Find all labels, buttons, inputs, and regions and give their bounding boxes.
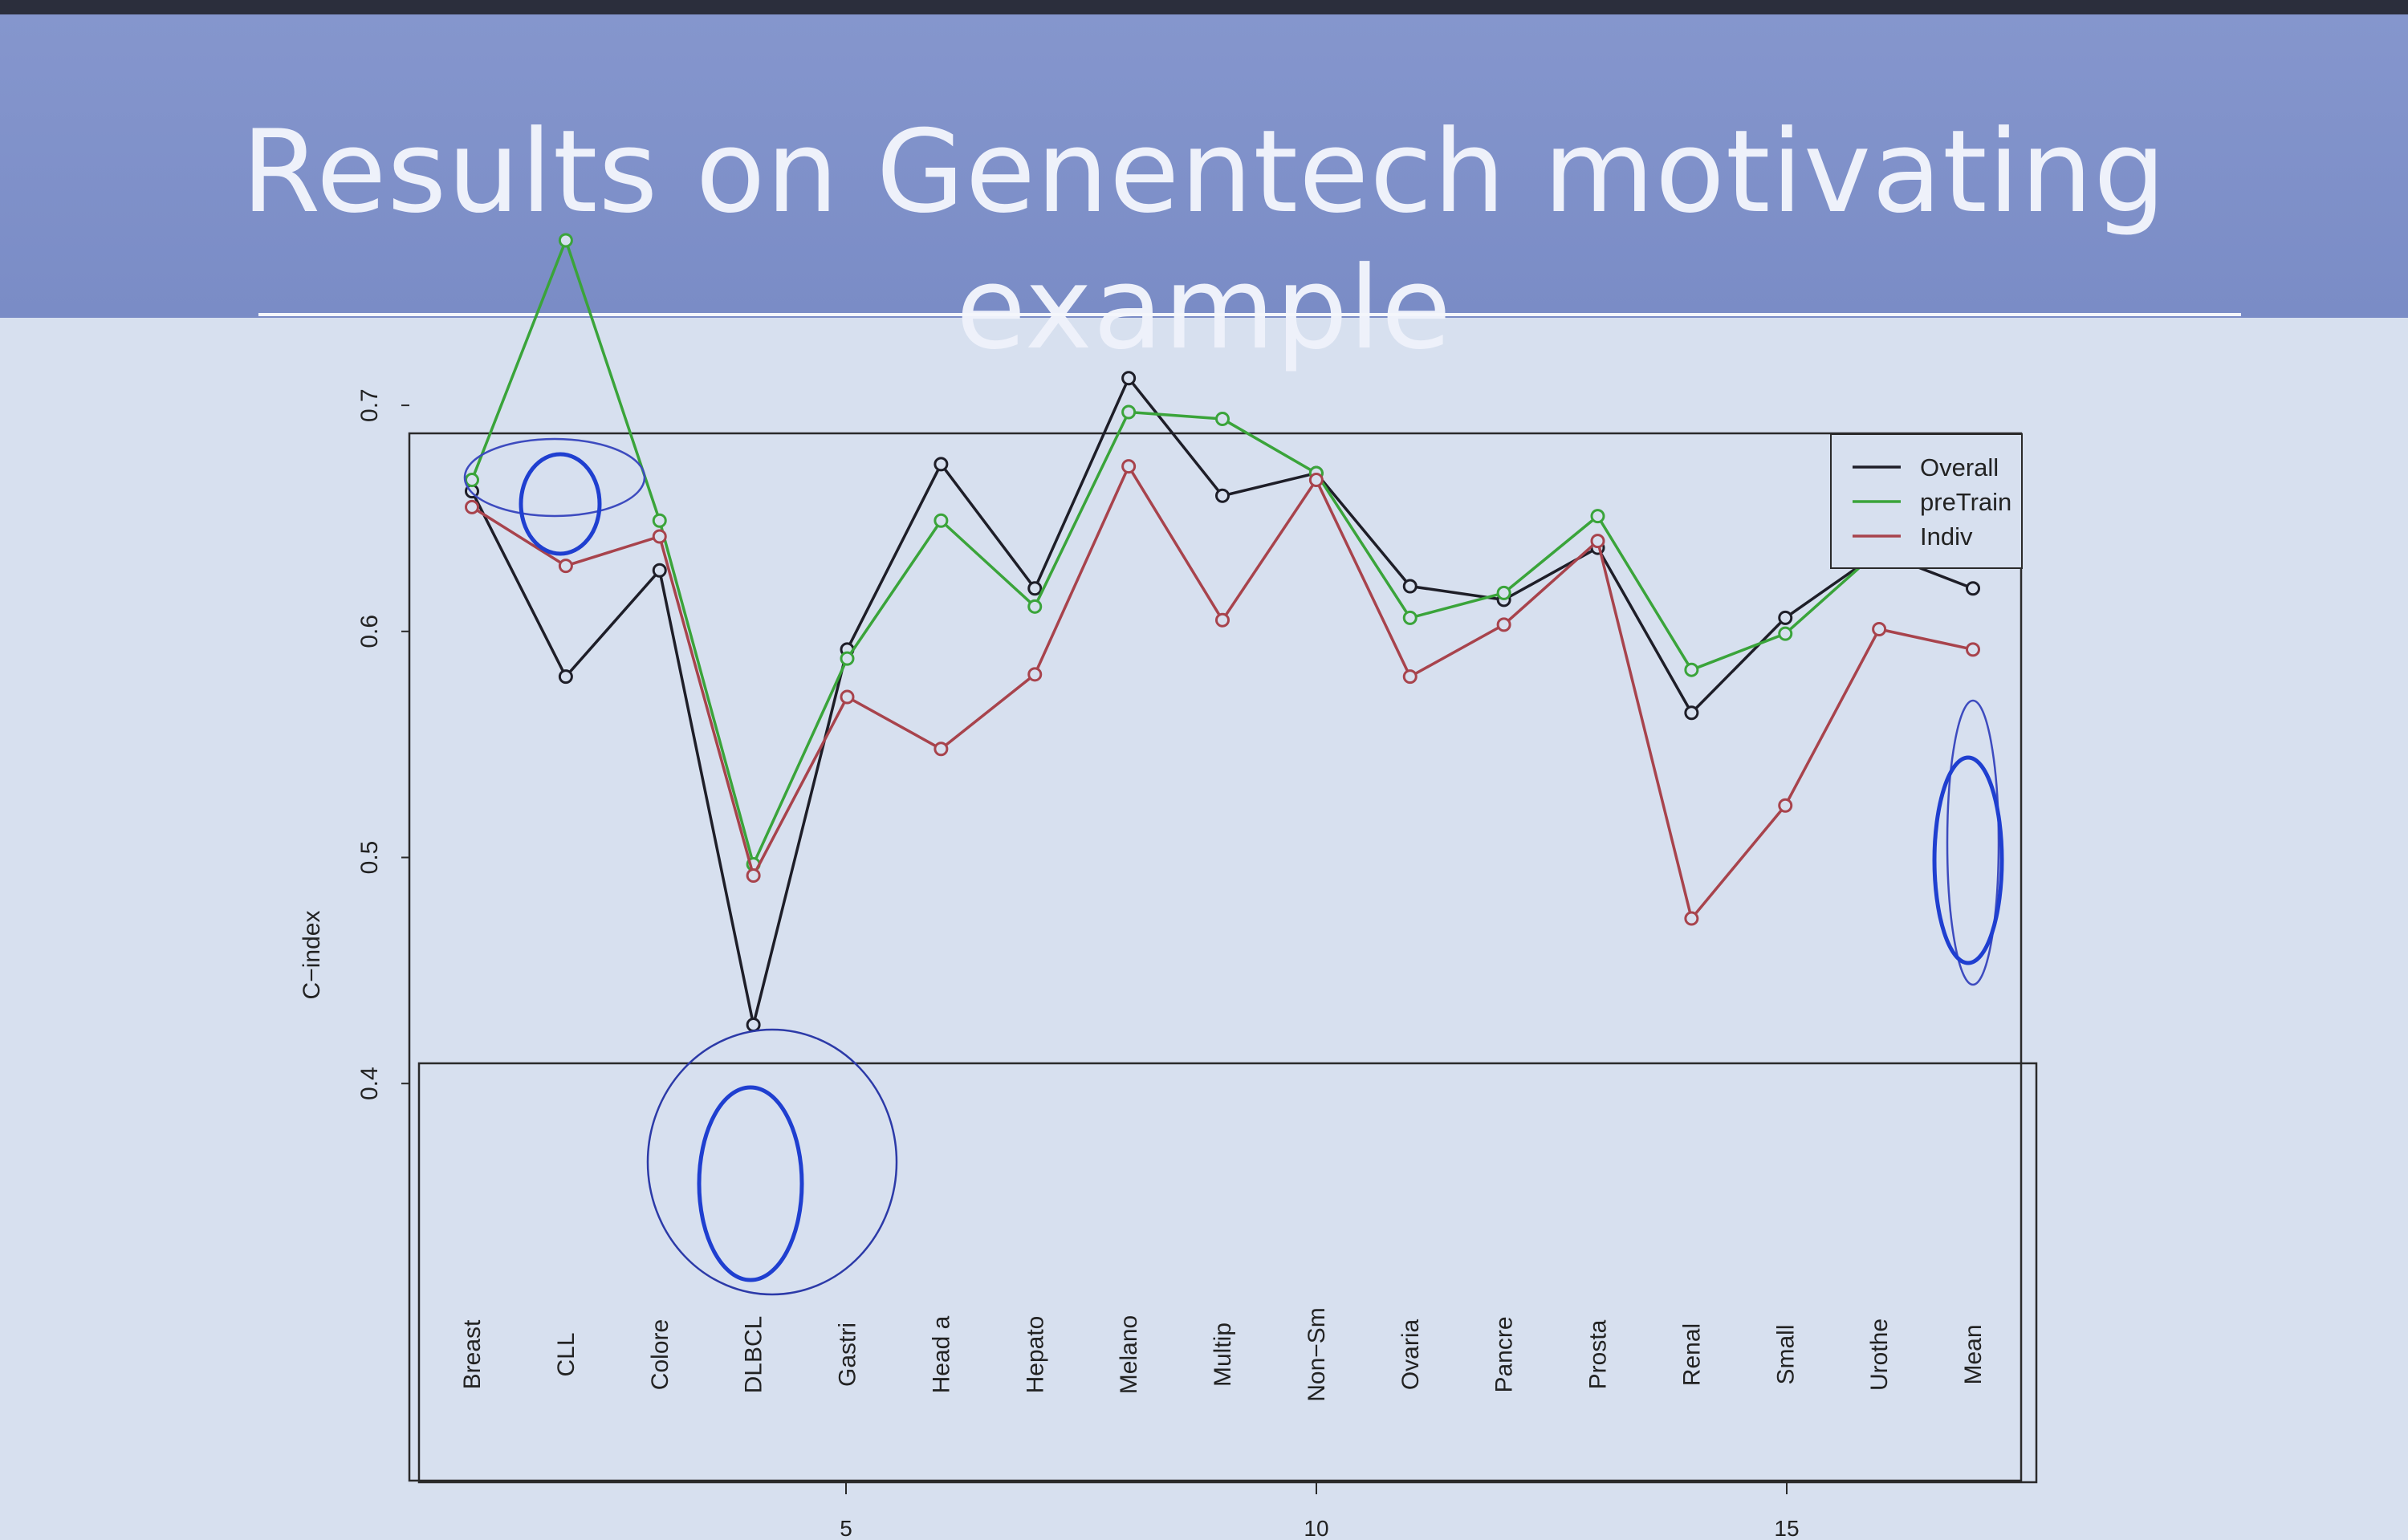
category-label: Pancre <box>1491 1316 1518 1392</box>
data-point <box>465 499 479 514</box>
x-axis-bottom: 5 10 15 <box>840 1482 1800 1540</box>
legend: Overall preTrain Indiv <box>1830 433 2023 569</box>
legend-label: Indiv <box>1920 522 1973 551</box>
category-label: Hepato <box>1022 1316 1048 1394</box>
data-point <box>1402 669 1418 685</box>
series-line <box>470 238 1974 866</box>
data-point <box>1966 642 1980 657</box>
plot-frames <box>408 432 2038 1484</box>
data-point <box>1590 509 1605 524</box>
category-labels: Breast CLL Colore DLBCL Gastri Head a Hepato Me… <box>459 1307 1987 1402</box>
y-axis-label: C−index <box>299 911 325 1000</box>
category-label: Multip <box>1210 1323 1236 1387</box>
data-point <box>558 669 573 685</box>
series-lines <box>465 233 1980 1032</box>
annotation-ellipse <box>519 452 602 556</box>
top-dark-strip <box>0 0 2408 14</box>
upper-plot-frame <box>408 432 2023 1482</box>
category-label: Mean <box>1960 1324 1987 1384</box>
data-point <box>746 1017 761 1032</box>
y-tick-label: 0.6 <box>356 615 383 648</box>
data-point <box>1496 617 1511 632</box>
annotation-ellipse <box>1932 755 2004 965</box>
data-point <box>1215 612 1230 628</box>
data-point <box>1684 705 1699 721</box>
data-point <box>1402 610 1418 625</box>
y-axis: 0.4 0.5 0.6 0.7 <box>356 388 409 1100</box>
data-point <box>840 689 855 705</box>
slide-header <box>0 14 2408 318</box>
data-point <box>652 513 667 528</box>
annotation-ellipse <box>463 437 646 518</box>
legend-label: Overall <box>1920 453 1999 482</box>
series-line <box>470 376 1974 1026</box>
y-tick-label: 0.4 <box>356 1067 383 1100</box>
y-tick-label: 0.5 <box>356 841 383 875</box>
header-rule <box>258 313 2241 316</box>
data-point <box>1027 581 1043 596</box>
data-point <box>1027 599 1043 614</box>
category-label: Gastri <box>835 1323 861 1387</box>
data-point <box>840 651 855 666</box>
data-point <box>934 457 949 472</box>
lower-plot-frame <box>417 1062 2038 1484</box>
annotation-ellipse <box>697 1085 804 1282</box>
data-point <box>1590 534 1605 549</box>
category-label: Ovaria <box>1397 1319 1424 1391</box>
data-point <box>1966 581 1980 596</box>
data-point <box>934 513 949 528</box>
category-label: Head a <box>928 1315 954 1393</box>
category-label: CLL <box>553 1332 580 1376</box>
slide-title: Results on Genentech motivating example <box>241 106 2167 375</box>
data-point <box>1778 610 1793 625</box>
data-point <box>1121 404 1137 420</box>
category-label: Prosta <box>1585 1319 1612 1389</box>
category-label: Renal <box>1678 1323 1705 1386</box>
data-point <box>1121 371 1137 386</box>
data-point <box>1778 798 1793 813</box>
data-point <box>934 742 949 757</box>
category-label: Breast <box>459 1319 486 1389</box>
data-point <box>558 233 573 248</box>
data-point <box>1121 459 1137 474</box>
category-label: Non−Sm <box>1304 1307 1330 1402</box>
data-point <box>1872 621 1887 636</box>
category-label: Melano <box>1116 1315 1142 1394</box>
data-point <box>746 868 761 884</box>
data-point <box>558 559 573 574</box>
data-point <box>1215 412 1230 427</box>
category-label: Small <box>1772 1324 1799 1384</box>
data-point <box>652 529 667 544</box>
x-tick-label: 10 <box>1304 1516 1328 1540</box>
data-point <box>1027 667 1043 682</box>
x-tick-label: 15 <box>1774 1516 1799 1540</box>
x-tick-label: 5 <box>840 1516 852 1540</box>
category-label: DLBCL <box>741 1316 767 1394</box>
category-label: Colore <box>647 1319 673 1390</box>
legend-label: preTrain <box>1920 488 2011 516</box>
data-point <box>465 473 479 488</box>
data-point <box>1496 585 1511 600</box>
y-tick-label: 0.7 <box>356 388 383 422</box>
data-point <box>1684 662 1699 677</box>
annotation-circle <box>646 1028 898 1296</box>
data-point <box>652 563 667 578</box>
annotation-ellipse <box>1946 699 2000 986</box>
data-point <box>1684 911 1699 926</box>
hand-drawn-annotations <box>463 437 2004 1296</box>
category-label: Urothe <box>1866 1319 1893 1391</box>
data-point <box>1308 473 1324 488</box>
data-point <box>1215 488 1230 503</box>
series-line <box>471 465 1974 920</box>
data-point <box>1778 626 1793 641</box>
data-point <box>1402 579 1418 594</box>
